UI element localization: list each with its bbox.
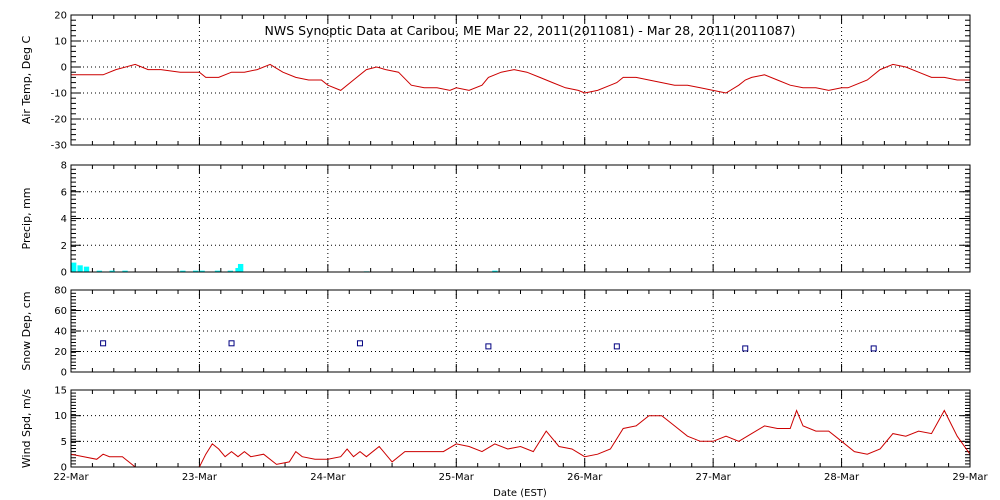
y-axis-label: Air Temp, Deg C xyxy=(20,36,33,125)
snow-depth-point xyxy=(356,340,363,347)
y-tick-label: 10 xyxy=(54,37,67,48)
x-tick-label: 28-Mar xyxy=(824,472,860,483)
x-tick-label: 25-Mar xyxy=(439,472,475,483)
precip-bar xyxy=(237,263,244,272)
precip-bar xyxy=(122,270,128,272)
precip-bar xyxy=(96,270,103,272)
precip-bar xyxy=(214,270,221,272)
x-tick-label: 26-Mar xyxy=(567,472,603,483)
precip-bar xyxy=(492,270,498,272)
snow-depth-point xyxy=(100,340,107,347)
y-tick-label: 6 xyxy=(61,187,67,198)
y-tick-label: 0 xyxy=(61,268,67,279)
precip-bar xyxy=(227,270,234,272)
y-tick-label: 20 xyxy=(54,11,67,22)
panel-frame xyxy=(70,389,971,468)
panel-3: 80 60 40 20 0 Snow Dep, cm xyxy=(20,286,971,379)
panel-1: 20 10 0 -10 -20 -30 Air Temp, Deg C xyxy=(20,11,971,152)
x-axis: 22-Mar 23-Mar 24-Mar 25-Mar 26-Mar 27-Mar 28-M… xyxy=(53,472,988,483)
precip-bar xyxy=(109,270,115,272)
y-tick-label: 60 xyxy=(54,306,67,317)
y-tick-label: 80 xyxy=(54,286,67,297)
snow-depth-point xyxy=(228,340,235,347)
y-tick-label: 2 xyxy=(61,241,67,252)
y-tick-label: 4 xyxy=(61,214,67,225)
snow-depth-point xyxy=(870,345,877,352)
series-line xyxy=(70,409,971,468)
panel-frame xyxy=(70,164,971,273)
precip-bar xyxy=(83,266,90,272)
precip-bar xyxy=(193,270,199,272)
snow-depth-point xyxy=(613,343,620,350)
y-axis-label: Snow Dep, cm xyxy=(20,291,33,370)
y-tick-label: 15 xyxy=(54,386,67,397)
panel-frame xyxy=(70,289,971,373)
snow-depth-point xyxy=(485,343,492,350)
x-tick-label: 22-Mar xyxy=(53,472,89,483)
y-tick-label: -30 xyxy=(51,141,67,152)
y-axis-label: Wind Spd, m/s xyxy=(20,389,33,469)
chart-title: NWS Synoptic Data at Caribou, ME Mar 22,… xyxy=(265,23,796,38)
precip-bar xyxy=(77,265,83,272)
panel-4: 15 10 5 0 Wind Spd, m/s xyxy=(20,386,971,474)
y-tick-label: 40 xyxy=(54,327,67,338)
x-tick-label: 29-Mar xyxy=(952,472,988,483)
x-tick-label: 23-Mar xyxy=(182,472,218,483)
panel-frame xyxy=(70,14,971,146)
y-tick-label: -10 xyxy=(51,89,67,100)
x-axis-label: Date (EST) xyxy=(493,488,547,499)
series-line xyxy=(71,63,970,94)
precip-bar xyxy=(71,262,77,272)
y-tick-label: 0 xyxy=(61,463,67,474)
precip-bar xyxy=(180,270,186,272)
y-tick-label: 5 xyxy=(61,437,67,448)
y-tick-label: 20 xyxy=(54,347,67,358)
panel-2: 8 6 4 2 0 Precip, mm xyxy=(20,161,971,279)
y-tick-label: 10 xyxy=(54,411,67,422)
snow-depth-point xyxy=(742,345,749,352)
precip-bar xyxy=(199,270,205,272)
y-axis-label: Precip, mm xyxy=(20,188,33,250)
y-tick-label: 0 xyxy=(61,368,67,379)
x-tick-label: 27-Mar xyxy=(696,472,732,483)
y-tick-label: -20 xyxy=(51,115,67,126)
y-tick-label: 0 xyxy=(61,63,67,74)
x-tick-label: 24-Mar xyxy=(310,472,346,483)
y-tick-label: 8 xyxy=(61,161,67,172)
